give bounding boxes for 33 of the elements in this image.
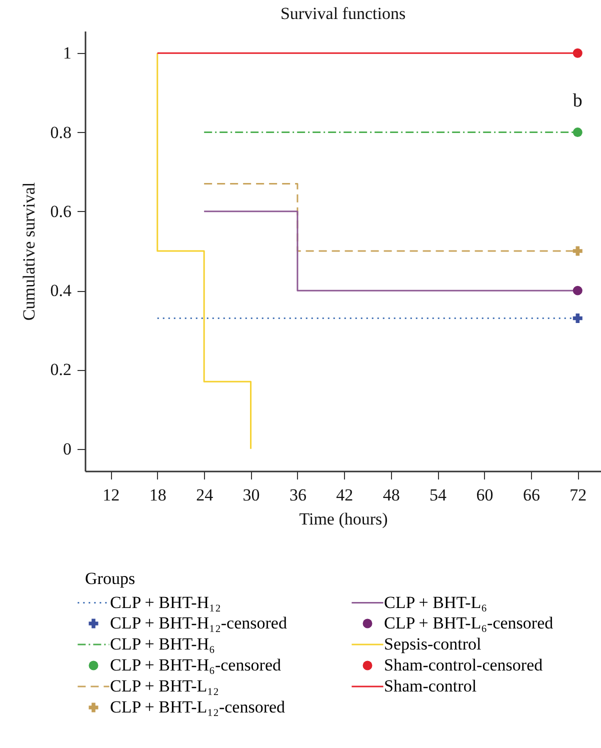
x-tick-label: 66 [522,486,540,504]
x-tick-label: 30 [242,486,260,504]
y-tick-label: 1 [63,44,72,63]
x-tick-label: 72 [570,486,587,504]
y-axis-title: Cumulative survival [19,182,38,321]
legend-label: CLP + BHT-L₁₂ [110,676,219,696]
y-tick-label: 0 [63,439,72,458]
x-tick-label: 12 [102,486,120,504]
chart-title: Survival functions [280,4,406,23]
x-tick-label: 24 [196,486,214,504]
legend-label: CLP + BHT-L₁₂-censored [110,698,286,716]
annotation: b [572,90,582,112]
legend-label: Sham-control-censored [384,656,544,674]
legend-label: Sham-control [384,676,477,696]
legend-label: CLP + BHT-H₆-censored [110,656,282,674]
y-tick-label: 0.4 [50,281,72,300]
legend-label: CLP + BHT-H₁₂ [110,592,221,612]
legend-label: CLP + BHT-H₁₂-censored [110,614,288,632]
y-tick-label: 0.6 [50,202,72,221]
x-tick-label: 60 [476,486,494,504]
x-tick-label: 48 [382,486,400,504]
x-axis-title: Time (hours) [299,510,388,528]
x-tick-label: 36 [289,486,306,504]
y-tick-label: 0.2 [50,360,72,380]
legend-label: CLP + BHT-L₆ [384,592,488,612]
legend-label: CLP + BHT-L₆-censored [384,614,554,632]
x-tick-label: 18 [149,486,166,504]
legend-label: Sepsis-control [384,634,482,654]
x-tick-label: 42 [336,486,354,504]
y-tick-label: 0.8 [50,122,72,142]
legend-title: Groups [85,569,136,588]
legend-label: CLP + BHT-H₆ [110,634,216,654]
x-tick-label: 54 [430,486,448,504]
